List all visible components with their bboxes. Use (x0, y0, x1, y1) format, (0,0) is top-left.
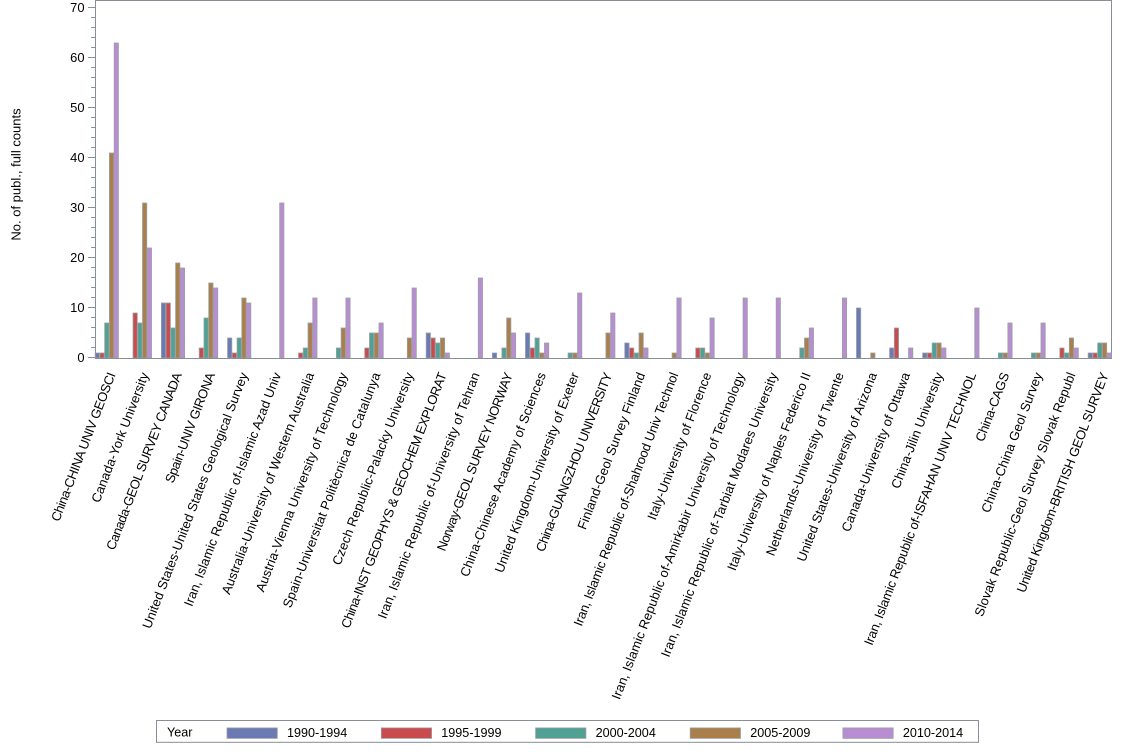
svg-text:0: 0 (77, 350, 84, 365)
svg-text:60: 60 (70, 50, 84, 65)
svg-text:30: 30 (70, 200, 84, 215)
svg-text:50: 50 (70, 100, 84, 115)
svg-text:10: 10 (70, 300, 84, 315)
svg-text:1995-1999: 1995-1999 (441, 726, 501, 740)
svg-text:No. of publ., full counts: No. of publ., full counts (9, 108, 24, 241)
svg-text:2000-2004: 2000-2004 (596, 726, 656, 740)
svg-text:Year: Year (167, 726, 192, 740)
svg-text:2005-2009: 2005-2009 (750, 726, 810, 740)
svg-text:2010-2014: 2010-2014 (903, 726, 963, 740)
svg-text:40: 40 (70, 150, 84, 165)
svg-text:70: 70 (70, 0, 84, 15)
svg-text:1990-1994: 1990-1994 (287, 726, 347, 740)
svg-text:20: 20 (70, 250, 84, 265)
